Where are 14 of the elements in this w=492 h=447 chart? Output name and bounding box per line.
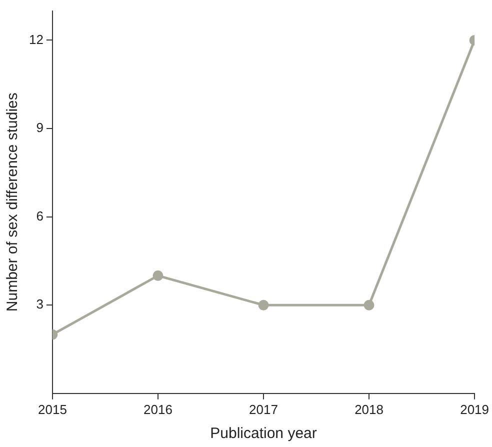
y-tick-label: 12 — [28, 32, 44, 47]
point — [152, 270, 164, 281]
x-tick-label: 2018 — [354, 402, 384, 417]
x-tick-label: 2015 — [38, 402, 67, 417]
x-tick-label: 2017 — [249, 402, 278, 417]
x-axis-title: Publication year — [210, 425, 317, 442]
point — [258, 300, 269, 310]
y-tick-label: 6 — [36, 208, 44, 224]
x-tick-label: 2019 — [460, 402, 489, 417]
y-axis-title: Number of sex difference studies — [4, 92, 22, 312]
point — [364, 300, 374, 310]
x-tick-label: 2016 — [144, 402, 172, 417]
y-tick-label: 9 — [36, 120, 44, 136]
y-tick-label: 3 — [36, 296, 44, 312]
